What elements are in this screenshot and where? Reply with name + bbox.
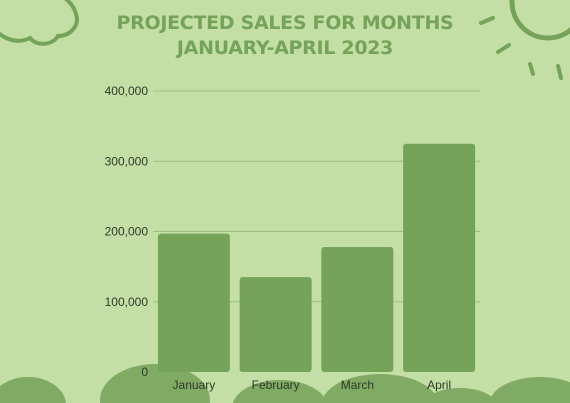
bottom-clouds	[0, 364, 570, 403]
chart-title-line-1: PROJECTED SALES FOR MONTHS	[116, 12, 454, 34]
sun-icon	[509, 0, 570, 41]
sun-ray	[556, 64, 563, 80]
y-tick-label: 100,000	[105, 295, 149, 309]
cloud-outline-icon	[0, 0, 79, 46]
x-tick-label: April	[427, 378, 451, 392]
sun-ray	[479, 16, 495, 25]
x-tick-label: February	[252, 378, 300, 392]
bar	[321, 246, 394, 372]
y-tick-label: 300,000	[105, 154, 149, 168]
bar	[403, 143, 476, 372]
bar	[239, 277, 312, 372]
x-tick-label: March	[341, 378, 374, 392]
y-tick-label: 0	[141, 365, 148, 379]
chart-title-line-2: JANUARY-APRIL 2023	[176, 37, 394, 59]
bar	[157, 233, 230, 372]
y-tick-label: 400,000	[105, 84, 149, 98]
sun-ray	[528, 62, 535, 76]
sun-ray	[496, 43, 511, 54]
y-tick-label: 200,000	[105, 225, 149, 239]
chart-title: PROJECTED SALES FOR MONTHS JANUARY-APRIL…	[0, 11, 570, 61]
x-tick-label: January	[173, 378, 216, 392]
